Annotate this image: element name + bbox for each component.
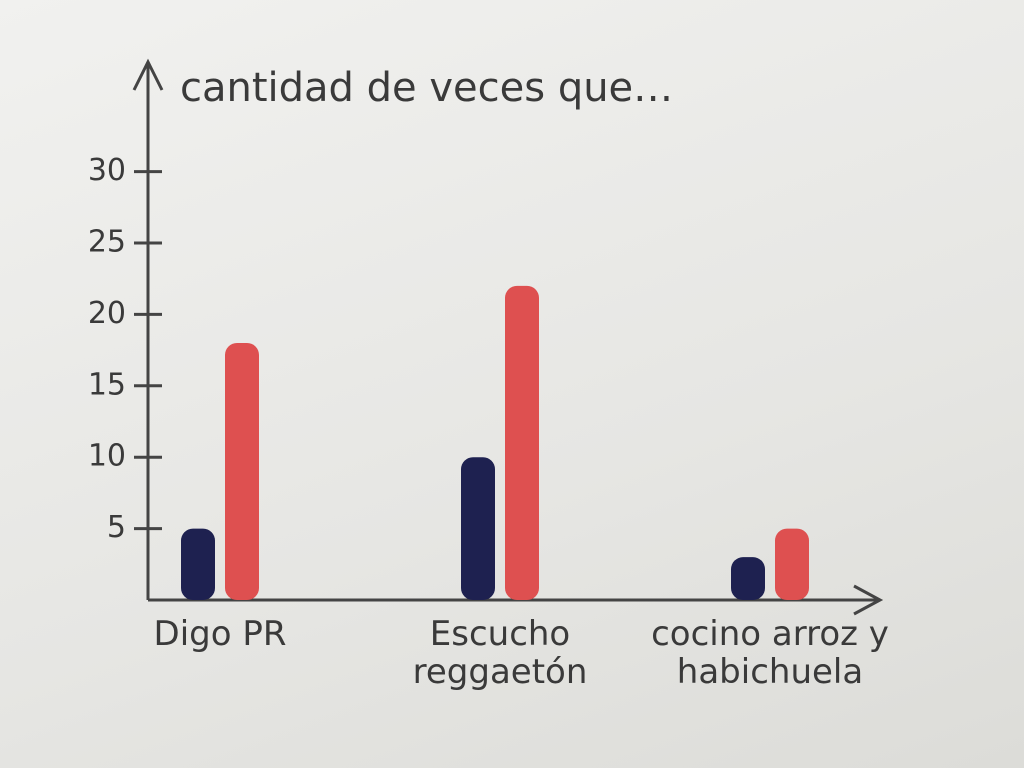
bar	[775, 528, 809, 600]
bar	[181, 528, 215, 600]
x-tick-label: cocino arroz y habichuela	[651, 614, 889, 692]
x-tick-label: Escucho reggaetón	[412, 614, 588, 692]
y-tick-label: 30	[88, 153, 126, 188]
y-tick-label: 10	[88, 439, 126, 474]
y-tick-label: 25	[88, 224, 126, 259]
bar	[225, 342, 259, 600]
x-tick-label: Digo PR	[153, 614, 287, 654]
x-axis-arrow	[853, 584, 884, 616]
y-tick-label: 20	[88, 296, 126, 331]
bar	[731, 557, 765, 600]
y-tick-label: 5	[107, 510, 126, 545]
y-tick-label: 15	[88, 367, 126, 402]
y-axis-arrow	[132, 58, 164, 91]
bar	[461, 457, 495, 600]
bar	[505, 285, 539, 600]
chart-title: cantidad de veces que…	[180, 65, 673, 111]
